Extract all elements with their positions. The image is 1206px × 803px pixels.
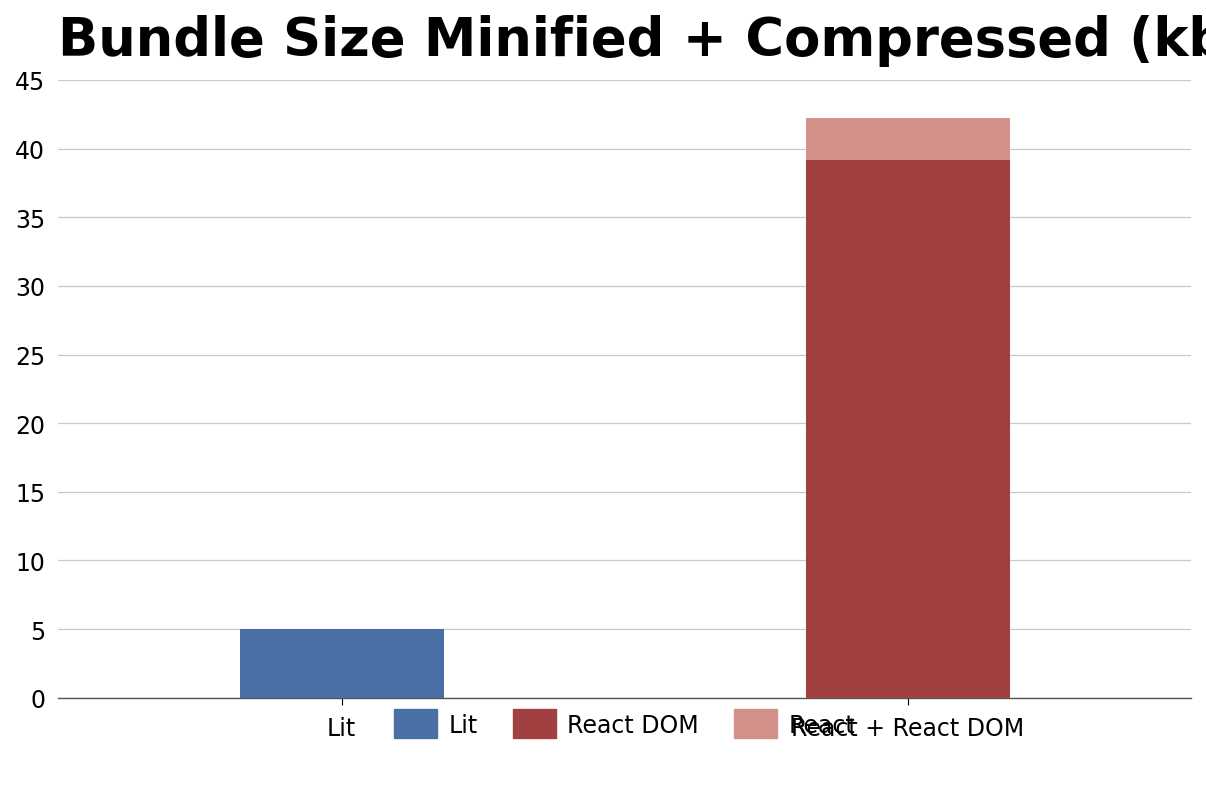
Bar: [806, 161, 1009, 698]
Bar: [240, 630, 444, 698]
Legend: Lit, React DOM, React: Lit, React DOM, React: [385, 700, 865, 748]
Text: Bundle Size Minified + Compressed (kb): Bundle Size Minified + Compressed (kb): [58, 15, 1206, 67]
Bar: [806, 120, 1009, 161]
